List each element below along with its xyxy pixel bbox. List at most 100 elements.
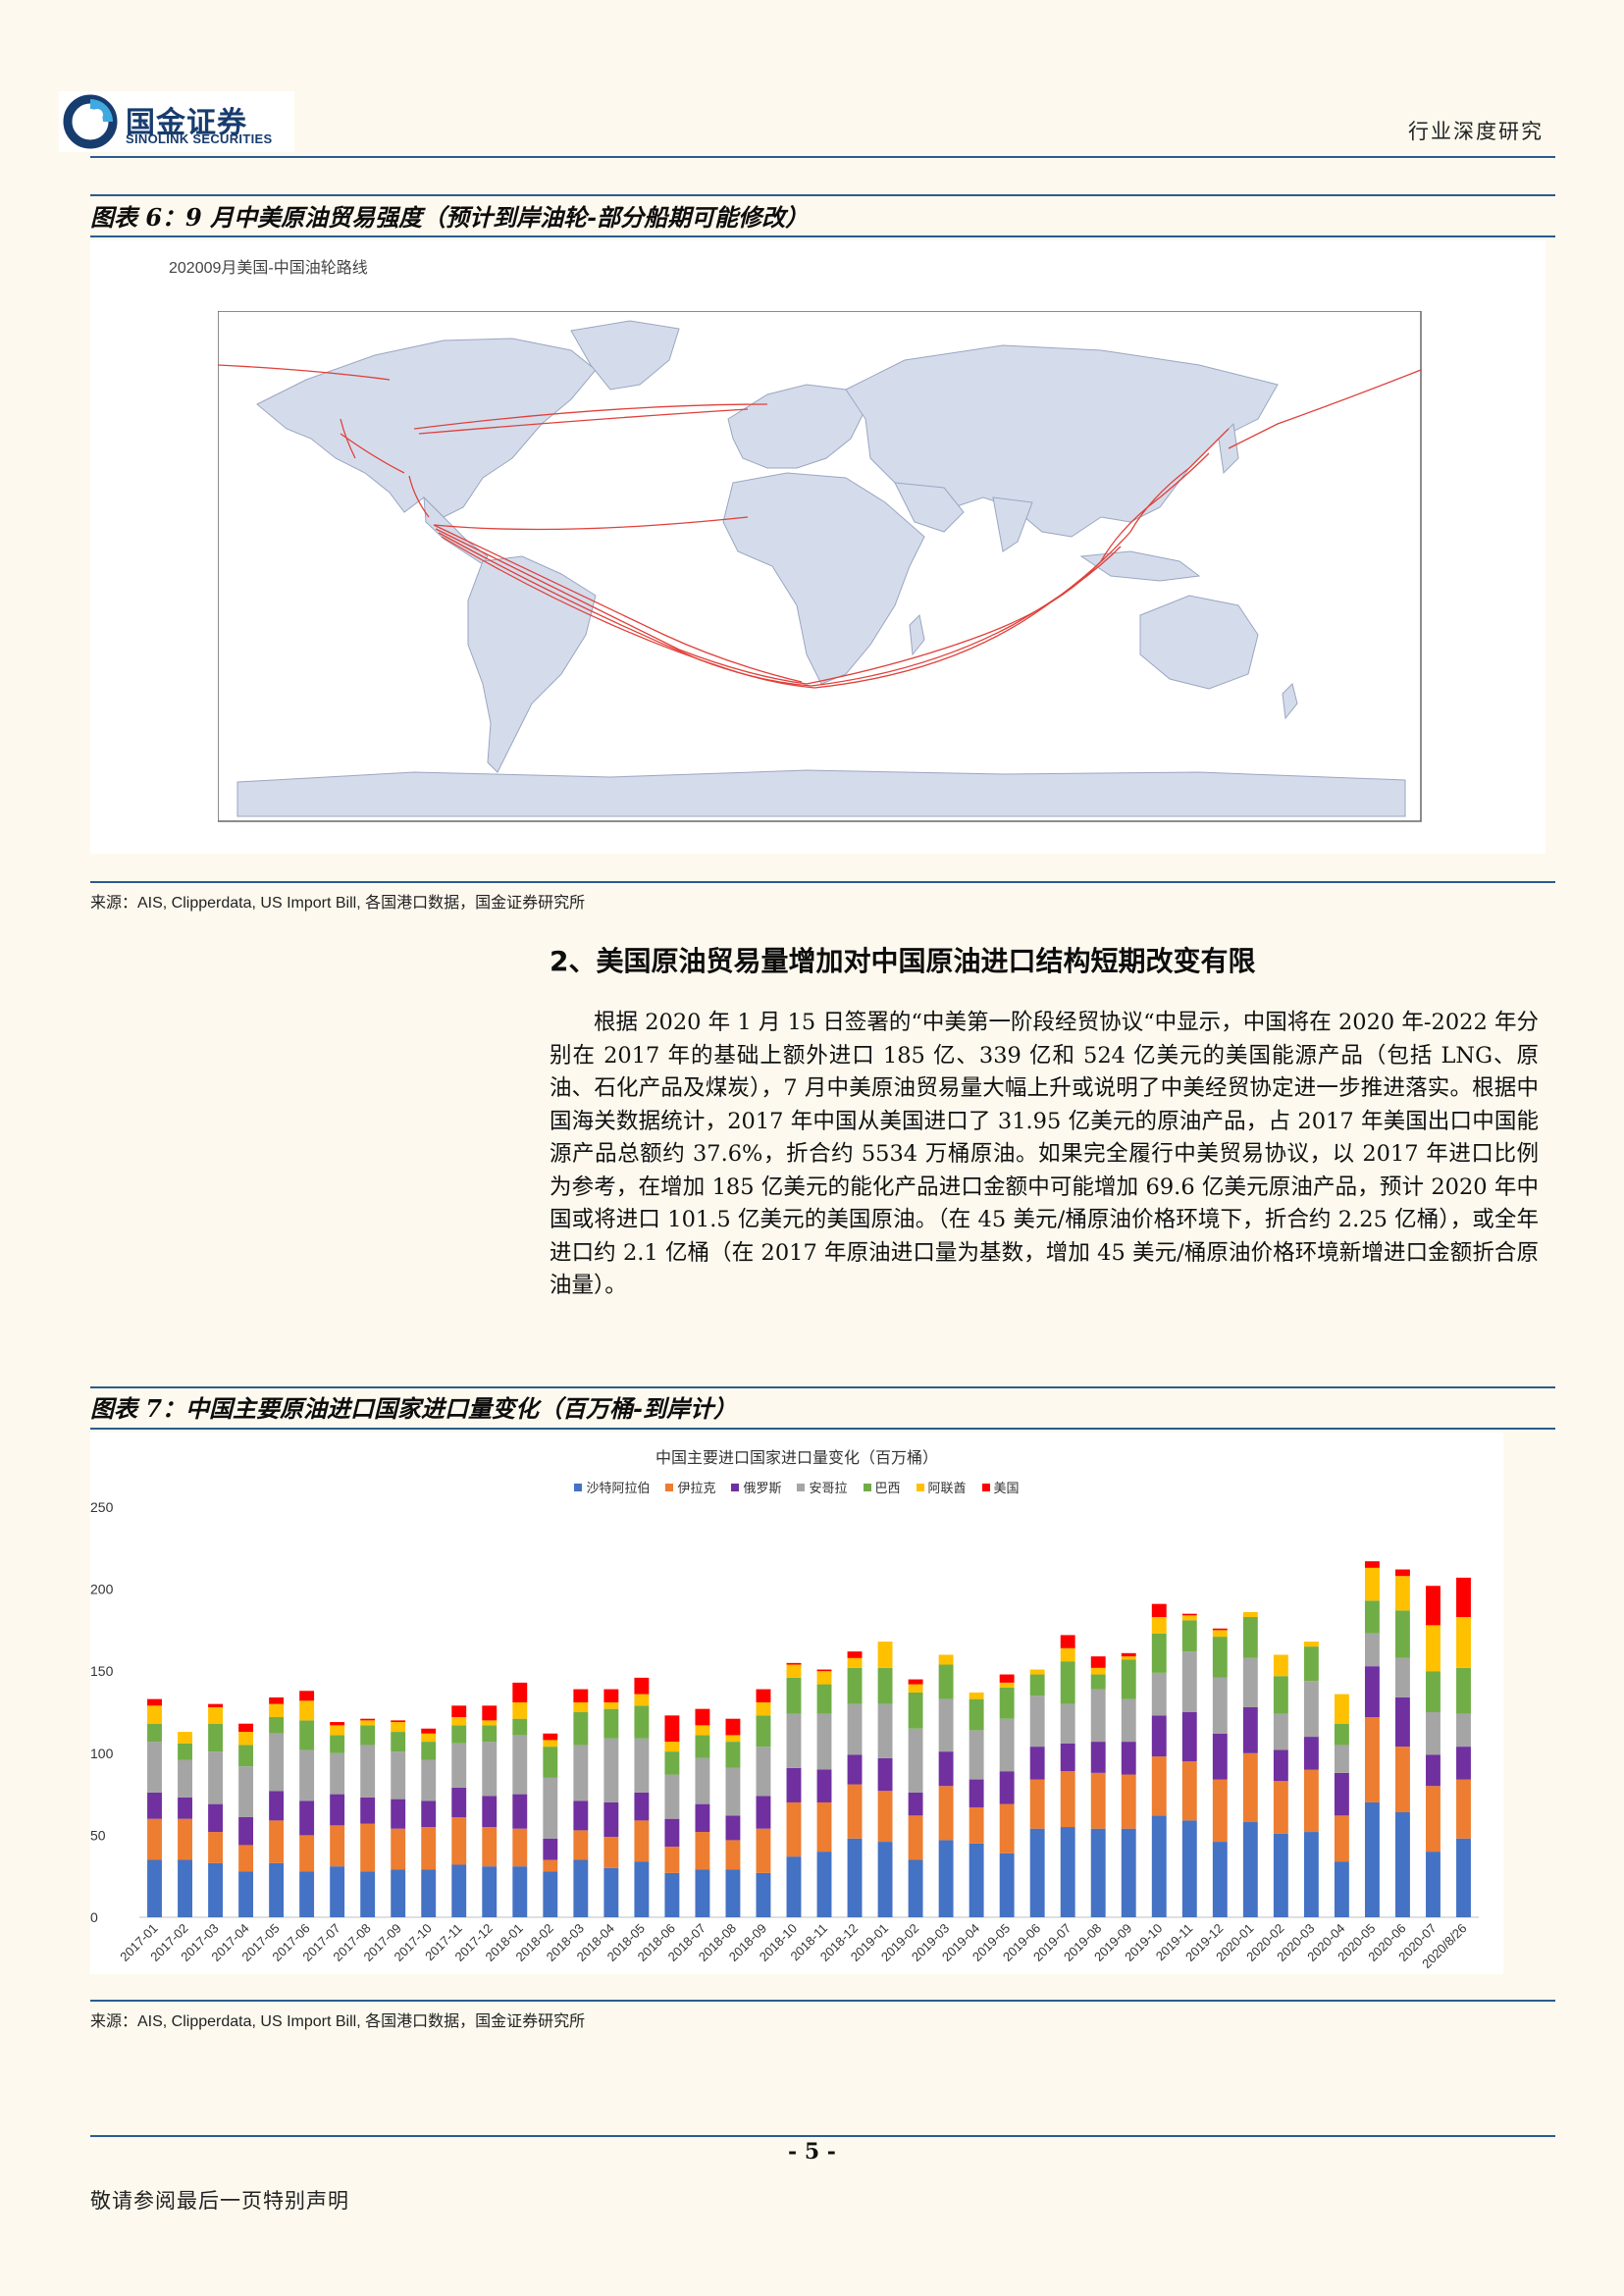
bar-segment	[512, 1866, 528, 1917]
bar-segment	[1151, 1672, 1167, 1716]
bar-segment	[1212, 1630, 1228, 1638]
bar-segment	[603, 1689, 619, 1702]
bar-segment	[969, 1843, 984, 1917]
bar-segment	[391, 1828, 406, 1870]
bar-segment	[1303, 1681, 1319, 1738]
bar-segment	[1456, 1617, 1471, 1668]
bar-segment	[1426, 1625, 1441, 1672]
legend-label: 伊拉克	[677, 1482, 716, 1496]
bar-segment	[1364, 1717, 1380, 1802]
bar-segment	[238, 1871, 254, 1917]
bar-segment	[299, 1871, 315, 1917]
bar-segment	[178, 1797, 192, 1819]
bar-segment	[999, 1771, 1015, 1804]
bar-segment	[634, 1694, 650, 1706]
section-paragraph: 根据 2020 年 1 月 15 日签署的“中美第一阶段经贸协议“中显示，中国将…	[550, 1010, 1539, 1298]
bar-segment	[756, 1828, 771, 1873]
bar-segment	[147, 1698, 162, 1706]
bar-segment	[1029, 1779, 1045, 1829]
bar-segment	[1090, 1772, 1106, 1829]
bar-segment	[847, 1754, 863, 1785]
bar-segment	[603, 1738, 619, 1802]
bar-segment	[1364, 1567, 1380, 1601]
bar-segment	[269, 1733, 285, 1792]
bar-segment	[1394, 1569, 1410, 1577]
bar-segment	[512, 1794, 528, 1829]
bar-segment	[299, 1691, 315, 1701]
bar-segment	[147, 1859, 162, 1917]
bar-segment	[573, 1745, 589, 1801]
bar-segment	[756, 1747, 771, 1797]
bar-segment	[816, 1801, 832, 1852]
bar-segment	[482, 1827, 498, 1867]
bar-segment	[938, 1698, 954, 1752]
bar-segment	[543, 1838, 558, 1860]
bar-segment	[512, 1682, 528, 1702]
bar-segment	[421, 1733, 437, 1743]
bar-segment	[1303, 1832, 1319, 1917]
bar-segment	[725, 1742, 741, 1768]
bar-segment	[178, 1859, 192, 1917]
bar-segment	[877, 1842, 893, 1917]
bar-segment	[178, 1732, 192, 1744]
legend-swatch	[981, 1483, 990, 1491]
legend-item: 巴西	[863, 1478, 901, 1496]
bar-segment	[482, 1705, 498, 1721]
bar-segment	[1426, 1786, 1441, 1852]
bar-segment	[299, 1835, 315, 1872]
bar-segment	[208, 1706, 224, 1724]
bar-segment	[1212, 1677, 1228, 1734]
bar-segment	[1426, 1712, 1441, 1755]
bar-segment	[756, 1689, 771, 1702]
bar-segment	[969, 1730, 984, 1780]
bar-segment	[391, 1720, 406, 1723]
footer-rule	[90, 2135, 1555, 2137]
bar-segment	[1212, 1637, 1228, 1678]
bar-segment	[877, 1703, 893, 1758]
bar-segment	[1212, 1733, 1228, 1780]
legend-label: 俄罗斯	[743, 1482, 782, 1496]
figure6-title-rule	[90, 235, 1555, 237]
bar-segment	[1273, 1713, 1288, 1750]
bar-segment	[330, 1794, 345, 1826]
bar-segment	[543, 1740, 558, 1748]
bar-segment	[969, 1698, 984, 1731]
bar-segment	[695, 1708, 710, 1726]
tanker-routes	[218, 364, 1422, 689]
bar-segment	[1334, 1861, 1349, 1917]
bar-segment	[816, 1671, 832, 1685]
bar-segment	[603, 1801, 619, 1838]
bar-segment	[1273, 1749, 1288, 1782]
bar-segment	[1151, 1603, 1167, 1618]
legend-item: 沙特阿拉伯	[574, 1478, 650, 1496]
bar-segment	[178, 1743, 192, 1760]
bar-segment	[847, 1657, 863, 1668]
bar-segment	[664, 1742, 680, 1752]
bar-segment	[330, 1866, 345, 1917]
bar-segment	[816, 1713, 832, 1770]
bar-segment	[269, 1703, 285, 1718]
bar-segment	[573, 1712, 589, 1746]
legend-swatch	[916, 1483, 924, 1491]
bar-segment	[908, 1692, 923, 1729]
bar-segment	[208, 1723, 224, 1752]
bar-segment	[1029, 1669, 1045, 1675]
bar-segment	[1334, 1694, 1349, 1724]
bar-segment	[664, 1847, 680, 1873]
bar-segment	[451, 1717, 467, 1726]
legend-label: 美国	[993, 1482, 1020, 1496]
figure6-bottom-rule	[90, 881, 1555, 883]
bar-segment	[482, 1796, 498, 1828]
bar-segment	[360, 1725, 376, 1746]
bar-segment	[1060, 1635, 1075, 1648]
bar-segment	[421, 1869, 437, 1917]
bar-segment	[725, 1735, 741, 1743]
bar-segment	[391, 1732, 406, 1752]
bar-segment	[208, 1751, 224, 1804]
bar-segment	[664, 1751, 680, 1775]
bar-segment	[756, 1701, 771, 1716]
bar-segment	[391, 1722, 406, 1733]
bar-segment	[451, 1705, 467, 1718]
bar-segment	[1334, 1723, 1349, 1746]
page-number: - 5 -	[788, 2139, 836, 2165]
